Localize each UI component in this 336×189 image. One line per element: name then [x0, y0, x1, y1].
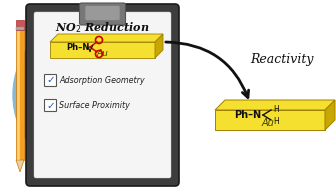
FancyBboxPatch shape — [44, 99, 56, 112]
Polygon shape — [215, 110, 325, 130]
Text: H: H — [273, 116, 279, 125]
Polygon shape — [325, 100, 335, 130]
FancyBboxPatch shape — [44, 74, 56, 87]
Text: Ph–N: Ph–N — [66, 43, 90, 51]
Text: Adsorption Geometry: Adsorption Geometry — [59, 76, 144, 85]
Polygon shape — [16, 20, 24, 30]
FancyBboxPatch shape — [85, 5, 120, 20]
Polygon shape — [50, 42, 155, 58]
Text: ✓: ✓ — [46, 75, 55, 85]
Text: Au: Au — [96, 49, 108, 57]
FancyBboxPatch shape — [80, 3, 126, 25]
Text: Surface Proximity: Surface Proximity — [59, 101, 130, 110]
FancyBboxPatch shape — [26, 4, 179, 186]
Text: ✓: ✓ — [46, 101, 55, 111]
Circle shape — [13, 13, 177, 177]
FancyBboxPatch shape — [34, 12, 171, 178]
Polygon shape — [16, 160, 24, 172]
Text: Reactivity: Reactivity — [250, 53, 314, 67]
Text: H: H — [273, 105, 279, 114]
Polygon shape — [16, 27, 24, 30]
Polygon shape — [50, 34, 163, 42]
Text: Au: Au — [262, 118, 275, 128]
Polygon shape — [215, 100, 335, 110]
Polygon shape — [155, 34, 163, 58]
Text: NO$_2$ Reduction: NO$_2$ Reduction — [55, 21, 149, 35]
Polygon shape — [16, 30, 24, 160]
Text: Ph–N: Ph–N — [235, 110, 261, 120]
